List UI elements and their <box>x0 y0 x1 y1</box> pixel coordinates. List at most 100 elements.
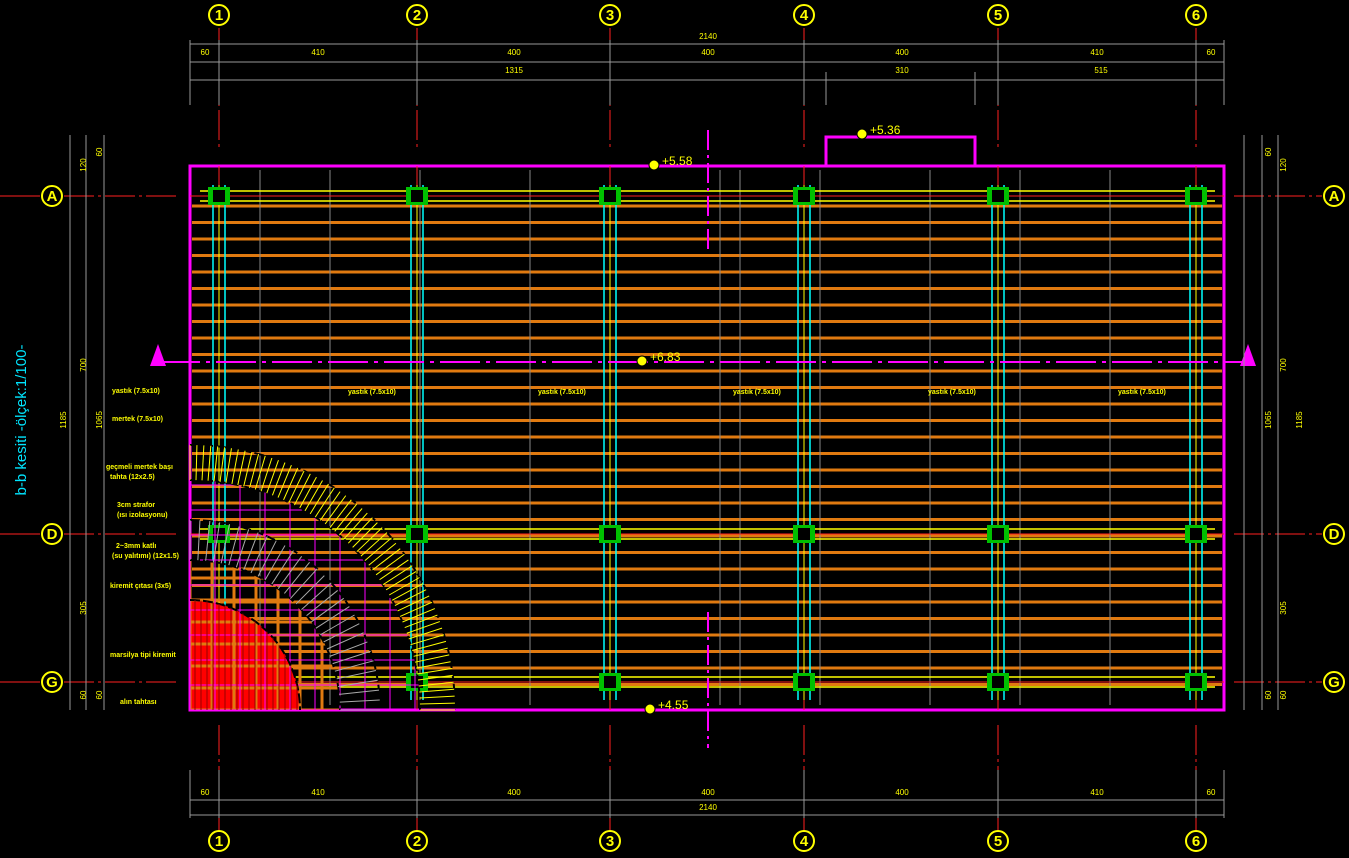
column-core <box>1190 676 1202 688</box>
grid-bubble <box>599 830 621 852</box>
line <box>228 526 240 566</box>
column-core <box>992 676 1004 688</box>
line <box>410 634 445 646</box>
line <box>309 483 329 515</box>
line <box>243 452 253 487</box>
grid-bubble <box>793 4 815 26</box>
line <box>319 491 341 521</box>
arc <box>189 599 301 711</box>
line <box>301 582 332 611</box>
grid-label: G <box>1328 674 1340 691</box>
elevation: +6.83 <box>650 350 681 364</box>
line <box>235 529 250 568</box>
dimension: 1065 <box>95 411 104 429</box>
grid-bubble <box>599 4 621 26</box>
dimension: 410 <box>1090 788 1104 797</box>
legend-label: marsilya tipi kiremit <box>110 652 176 659</box>
dimension: 60 <box>201 48 210 57</box>
grid-label: G <box>46 674 58 691</box>
elevation: +5.36 <box>870 123 901 137</box>
column-core <box>798 190 810 202</box>
line <box>315 606 350 629</box>
line <box>382 565 413 586</box>
grid-bubble <box>1185 830 1207 852</box>
line <box>404 614 438 629</box>
line <box>319 614 355 636</box>
dimension: 700 <box>79 358 88 372</box>
line <box>220 524 230 564</box>
grid-label: 3 <box>606 833 614 850</box>
line <box>391 583 424 601</box>
line <box>283 467 299 501</box>
elevation-mark <box>644 703 656 715</box>
grid-bubble <box>208 4 230 26</box>
legend-label: kiremit çıtası (3x5) <box>110 583 171 590</box>
dimension: 60 <box>1279 690 1288 699</box>
line <box>329 641 368 657</box>
line <box>225 448 232 483</box>
legend-label: yastık (7.5x10) <box>112 388 160 395</box>
roof-label: yastık (7.5x10) <box>733 389 781 396</box>
legend-label: (su yalıtımı) (12x1.5) <box>112 553 179 560</box>
dimension: 400 <box>895 788 909 797</box>
line <box>339 699 380 703</box>
legend-label: 3cm strafor <box>117 502 155 509</box>
dimension: 60 <box>95 147 104 156</box>
dimension: 400 <box>701 788 715 797</box>
roof-label: yastık (7.5x10) <box>538 389 586 396</box>
line <box>334 660 374 672</box>
dimension: 410 <box>311 48 325 57</box>
column-core <box>798 528 810 540</box>
line <box>304 480 323 512</box>
dimension: 60 <box>79 690 88 699</box>
line <box>266 460 279 494</box>
grid-label: 2 <box>413 7 421 24</box>
dimension: 700 <box>1279 358 1288 372</box>
grid-bubble <box>208 830 230 852</box>
grid-bubble <box>793 830 815 852</box>
legend-label: tahta (12x2.5) <box>110 474 155 481</box>
column-core <box>1190 190 1202 202</box>
dimension: 305 <box>79 601 88 615</box>
grid-bubble <box>406 4 428 26</box>
dimension: 120 <box>1279 158 1288 172</box>
line <box>360 532 388 557</box>
line <box>417 668 452 675</box>
dimension: 410 <box>1090 48 1104 57</box>
column-core <box>604 676 616 688</box>
line <box>339 689 380 695</box>
line <box>314 487 335 518</box>
line <box>257 540 277 577</box>
grid-bubble <box>1323 185 1345 207</box>
grid-label: 6 <box>1192 833 1200 850</box>
grid-label: A <box>1329 188 1340 205</box>
line <box>419 688 455 693</box>
line <box>288 470 305 503</box>
line <box>419 695 455 699</box>
dimension: 400 <box>507 48 521 57</box>
column-core <box>411 190 423 202</box>
grid-bubble <box>41 671 63 693</box>
line <box>417 674 453 681</box>
grid-label: 4 <box>800 833 809 850</box>
line <box>306 590 338 616</box>
dimension: 1065 <box>1264 411 1273 429</box>
elevation-mark <box>636 355 648 367</box>
line <box>250 536 268 574</box>
legend-label: (ısı izolasyonu) <box>117 512 168 519</box>
line <box>243 532 259 571</box>
dimension: 1185 <box>1295 411 1304 429</box>
line <box>416 661 451 669</box>
grid-bubble <box>41 523 63 545</box>
grid-label: 1 <box>215 7 223 24</box>
column-core <box>798 676 810 688</box>
line <box>195 445 198 481</box>
dimension: 1185 <box>59 411 68 429</box>
line <box>418 681 454 687</box>
grid-label: 1 <box>215 833 223 850</box>
line <box>212 522 221 562</box>
grid-label: 6 <box>1192 7 1200 24</box>
dimension: 410 <box>311 788 325 797</box>
grid-label: 5 <box>994 7 1002 24</box>
